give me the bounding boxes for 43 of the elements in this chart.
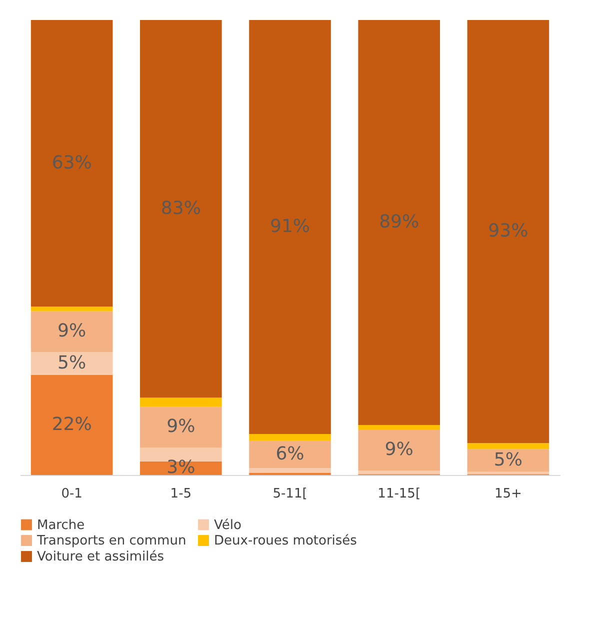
- bar: [140, 20, 222, 398]
- bar: [140, 398, 222, 407]
- bar: [249, 20, 331, 434]
- data-label: 3%: [166, 457, 196, 478]
- x-tick-label: 15+: [494, 486, 522, 502]
- bar: [249, 434, 331, 441]
- data-label: 5%: [494, 449, 522, 470]
- x-tick-label: 11-15[: [378, 486, 421, 502]
- data-label: 9%: [166, 416, 196, 438]
- bar: [358, 424, 440, 430]
- bar: [30, 20, 113, 307]
- bar: [358, 470, 440, 474]
- data-label: 9%: [384, 438, 414, 460]
- x-tick-label: 1-5: [170, 486, 192, 502]
- bar: [249, 440, 331, 468]
- data-label: 91%: [270, 216, 310, 238]
- data-label: 22%: [52, 414, 92, 435]
- bar: [358, 430, 440, 470]
- x-tick-label: 0-1: [61, 486, 82, 502]
- data-label: 89%: [379, 211, 420, 232]
- bar: [140, 406, 222, 448]
- bar: [30, 352, 113, 375]
- data-label: 93%: [488, 220, 528, 242]
- legend-label: Transports en commun: [36, 534, 186, 548]
- data-label: 5%: [58, 352, 86, 374]
- x-tick-label: 5-11[: [272, 486, 308, 502]
- legend-label: Voiture et assimilés: [37, 550, 164, 564]
- bar: [249, 468, 331, 473]
- bar: [30, 306, 113, 312]
- data-label: 83%: [160, 198, 201, 219]
- data-label: 6%: [276, 444, 304, 465]
- legend-label: Deux-roues motorisés: [214, 534, 358, 548]
- legend-label: Marche: [37, 518, 85, 533]
- data-label: 9%: [58, 320, 86, 342]
- legend-label: Vélo: [214, 518, 242, 533]
- bar: [30, 311, 113, 352]
- bar: [140, 448, 222, 462]
- bar: [467, 449, 550, 472]
- bar: [467, 20, 550, 444]
- bar: [30, 374, 113, 475]
- data-label: 63%: [52, 152, 92, 174]
- bar: [467, 443, 550, 450]
- bar: [358, 20, 440, 425]
